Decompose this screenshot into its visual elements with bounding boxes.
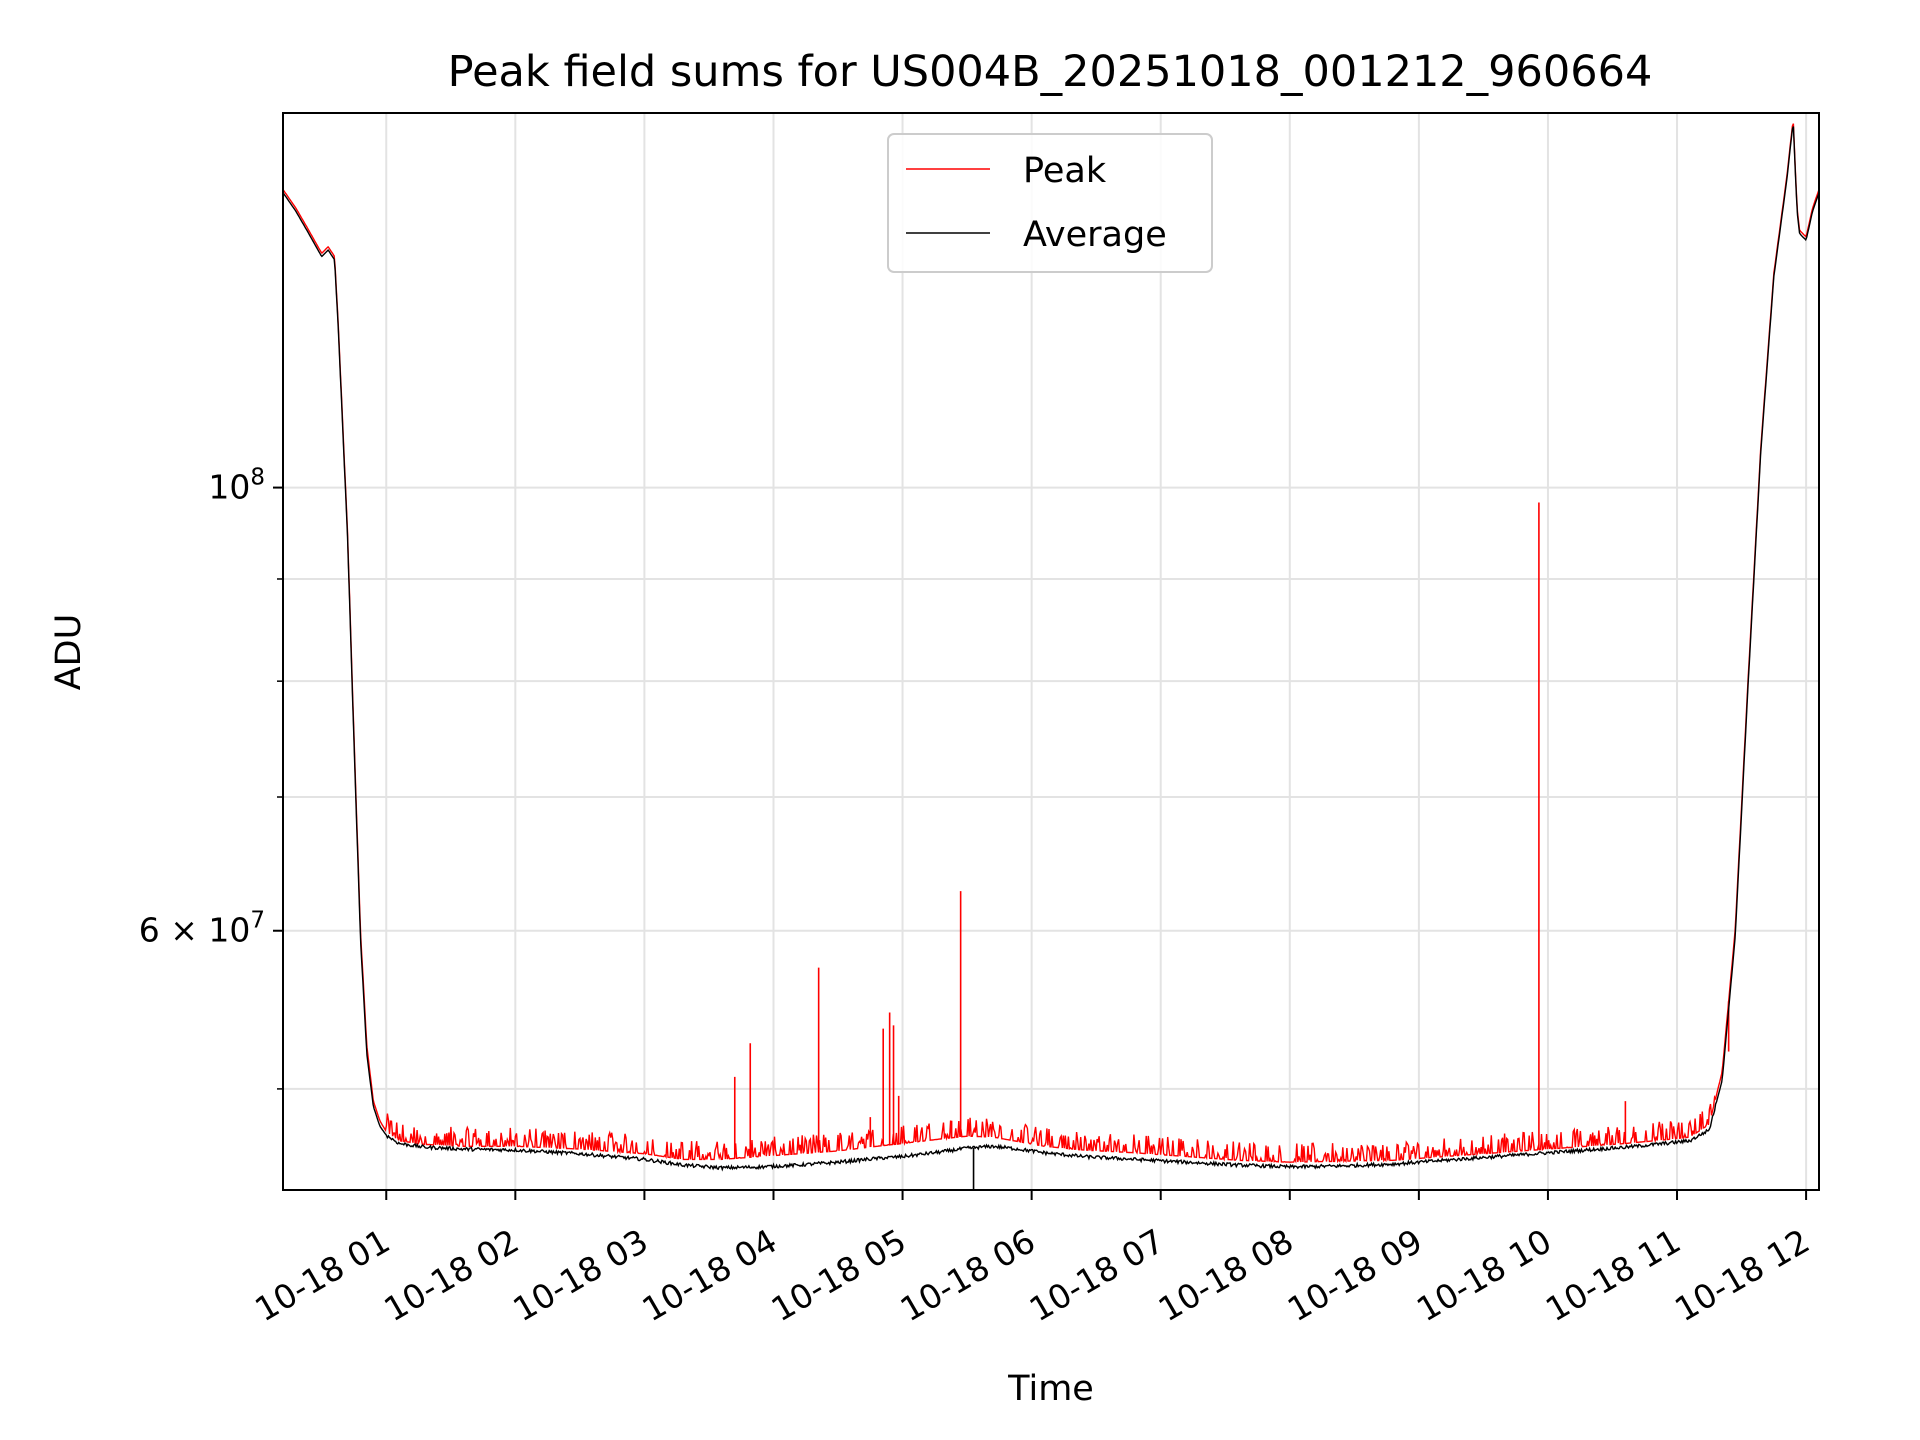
series-layer (282, 123, 1820, 1190)
series-line-peak (282, 123, 1820, 1164)
y-tick-label: 6 × 107 (139, 908, 265, 950)
chart-title: Peak field sums for US004B_20251018_0012… (448, 47, 1653, 97)
plot-frame (282, 112, 1820, 1191)
y-axis: 108 6 × 107 (139, 465, 283, 1090)
legend-label-average: Average (1023, 215, 1167, 255)
series-line-average (282, 126, 1820, 1172)
grid (283, 113, 1819, 1190)
legend-label-peak: Peak (1023, 151, 1107, 191)
y-tick-label: 108 (208, 465, 265, 507)
y-axis-label: ADU (49, 614, 89, 691)
x-axis-label: Time (1007, 1369, 1094, 1409)
legend: Peak Average (887, 133, 1213, 273)
